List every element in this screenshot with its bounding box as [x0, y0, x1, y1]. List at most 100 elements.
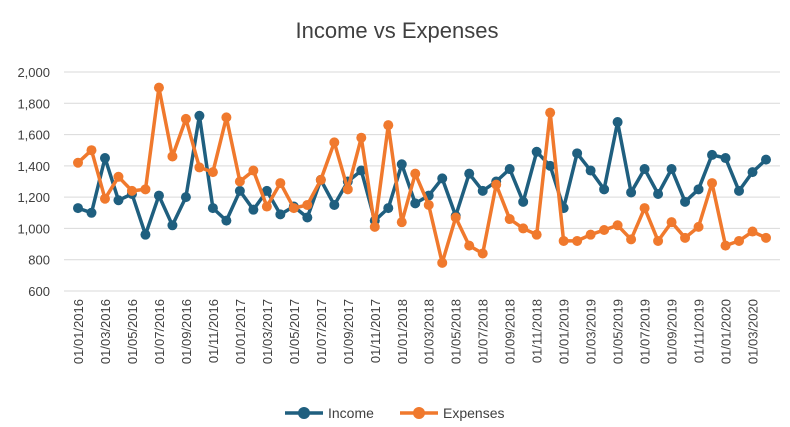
x-tick-label: 01/09/2016	[179, 299, 194, 364]
data-point-income	[207, 203, 218, 214]
legend: Income Expenses	[285, 405, 504, 421]
data-point-expenses	[680, 232, 691, 243]
x-tick-label: 01/07/2019	[638, 299, 653, 364]
x-tick-label: 01/03/2017	[260, 299, 275, 364]
x-tick-label: 01/01/2017	[233, 299, 248, 364]
data-point-income	[639, 163, 650, 174]
data-point-income	[464, 168, 475, 179]
x-tick-label: 01/09/2017	[341, 299, 356, 364]
x-tick-label: 01/01/2019	[557, 299, 572, 364]
x-axis-tick-labels: 01/01/2016 01/03/2016 01/05/2016 01/07/2016…	[71, 299, 761, 364]
data-point-income	[761, 154, 771, 165]
data-point-income	[653, 189, 664, 200]
data-point-expenses	[585, 229, 596, 240]
data-point-expenses	[626, 234, 637, 245]
data-point-expenses	[693, 221, 704, 232]
data-point-income	[221, 215, 232, 226]
data-point-income	[720, 153, 731, 164]
data-point-expenses	[73, 157, 83, 168]
y-tick-label: 1,400	[17, 159, 50, 174]
data-point-income	[410, 198, 421, 209]
data-point-income	[356, 165, 367, 176]
data-point-expenses	[356, 132, 367, 143]
data-point-income	[531, 146, 542, 157]
x-tick-label: 01/05/2018	[449, 299, 464, 364]
x-tick-label: 01/11/2016	[206, 299, 221, 363]
data-point-income	[167, 220, 178, 231]
y-tick-label: 2,000	[17, 65, 50, 80]
series-layer	[73, 82, 771, 268]
data-point-expenses	[248, 165, 259, 176]
data-point-income	[666, 163, 677, 174]
data-point-expenses	[464, 240, 475, 251]
data-point-income	[734, 185, 745, 196]
y-tick-label: 1,600	[17, 128, 50, 143]
data-point-expenses	[558, 235, 569, 246]
data-point-expenses	[315, 174, 326, 185]
data-point-expenses	[221, 112, 232, 123]
series-line-income	[77, 114, 768, 237]
data-point-expenses	[423, 199, 434, 210]
legend-item-expenses: Expenses	[400, 405, 504, 421]
x-tick-label: 01/11/2017	[368, 299, 383, 363]
x-tick-label: 01/11/2019	[692, 299, 707, 363]
data-point-expenses	[437, 257, 448, 268]
data-point-income	[693, 184, 704, 195]
y-tick-label: 600	[28, 284, 50, 299]
data-point-expenses	[167, 151, 178, 162]
data-point-expenses	[194, 162, 205, 173]
x-tick-label: 01/01/2020	[719, 299, 734, 364]
data-point-income	[261, 185, 272, 196]
data-point-expenses	[747, 226, 758, 237]
x-tick-label: 01/11/2018	[530, 299, 545, 363]
chart-title: Income vs Expenses	[296, 18, 499, 43]
data-point-income	[113, 195, 124, 206]
data-point-income	[437, 173, 448, 184]
data-point-income	[329, 199, 340, 210]
data-point-expenses	[707, 178, 718, 189]
x-tick-label: 01/05/2017	[287, 299, 302, 364]
data-point-income	[599, 184, 610, 195]
x-tick-label: 01/09/2018	[503, 299, 518, 364]
data-point-expenses	[275, 178, 286, 189]
data-point-income	[86, 207, 97, 218]
x-tick-label: 01/05/2016	[125, 299, 140, 364]
data-point-expenses	[329, 137, 340, 148]
x-tick-label: 01/01/2016	[71, 299, 86, 364]
data-point-income	[585, 165, 596, 176]
legend-item-income: Income	[285, 405, 374, 421]
data-point-expenses	[491, 179, 502, 190]
data-point-income	[396, 159, 407, 170]
data-point-expenses	[207, 167, 218, 178]
data-point-income	[477, 185, 488, 196]
series-expenses	[73, 82, 771, 268]
legend-label: Expenses	[443, 405, 504, 421]
y-tick-label: 1,000	[17, 221, 50, 236]
data-point-income	[572, 148, 583, 159]
data-point-income	[194, 110, 205, 121]
data-point-income	[680, 196, 691, 207]
x-tick-label: 01/01/2018	[395, 299, 410, 364]
data-point-expenses	[572, 235, 583, 246]
data-point-expenses	[288, 203, 299, 214]
data-point-expenses	[234, 176, 245, 187]
x-tick-label: 01/07/2016	[152, 299, 167, 364]
gridlines	[64, 71, 780, 292]
series-income	[73, 110, 771, 240]
data-point-income	[626, 187, 637, 198]
data-point-income	[275, 209, 286, 220]
data-point-income	[99, 153, 110, 164]
x-tick-label: 01/03/2018	[422, 299, 437, 364]
data-point-expenses	[720, 240, 731, 251]
data-point-expenses	[410, 168, 421, 179]
data-point-expenses	[383, 120, 394, 131]
data-point-expenses	[761, 232, 771, 243]
y-tick-label: 1,200	[17, 190, 50, 205]
data-point-expenses	[477, 248, 488, 259]
data-point-expenses	[302, 199, 313, 210]
data-point-income	[383, 203, 394, 214]
data-point-expenses	[153, 82, 164, 93]
data-point-income	[180, 192, 191, 203]
data-point-expenses	[612, 220, 623, 231]
